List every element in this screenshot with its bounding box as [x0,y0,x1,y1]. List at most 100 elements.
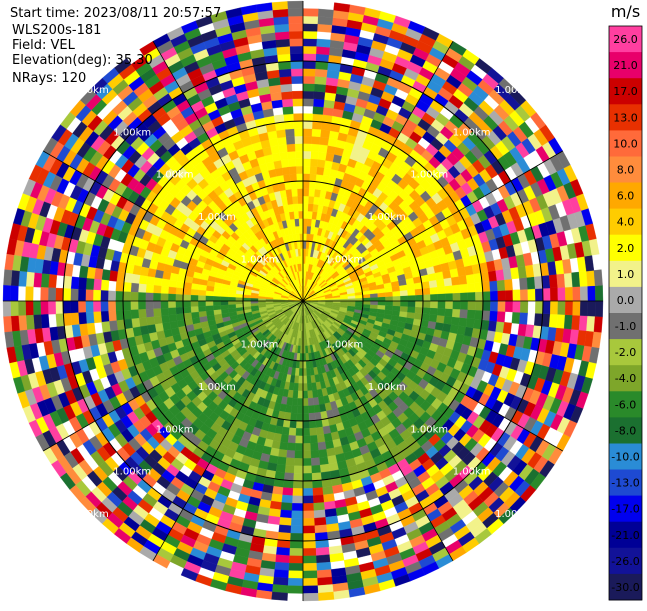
range-gate [131,318,140,328]
range-gate [274,24,289,33]
range-gate [452,285,460,294]
range-gate [176,314,184,321]
range-gate [316,547,330,556]
range-gate [370,305,378,309]
range-gate [290,46,303,54]
range-gate [184,282,192,289]
range-gate [78,312,86,324]
range-gate [278,144,287,152]
range-gate [284,412,291,420]
range-gate [407,312,415,319]
range-gate [475,282,483,292]
range-gate [459,318,468,327]
range-gate [276,39,290,48]
range-gate [78,278,86,290]
range-gate [146,276,154,285]
range-gate [527,277,535,290]
range-gate [86,278,94,290]
range-gate [101,290,109,301]
range-gate [287,1,303,9]
range-gate [277,137,286,146]
range-gate [33,315,42,330]
range-gate [283,488,294,496]
range-gate [146,317,154,326]
range-gate [161,301,169,309]
range-gate [303,563,317,571]
range-gate [101,301,109,312]
range-gate [123,301,131,310]
range-gate [303,61,316,69]
range-gate [123,282,131,292]
range-gate [272,9,288,18]
range-gate [330,553,344,562]
range-gate [303,503,314,511]
range-gate [297,189,303,197]
range-gate [154,278,163,287]
range-gate [221,301,229,305]
range-ring-label: 1.00km [113,127,151,138]
range-gate [228,301,236,305]
range-gate [303,91,314,99]
range-gate [213,296,221,301]
range-gate [303,436,311,444]
range-gate [146,301,154,309]
range-gate [550,288,558,301]
range-gate [283,174,290,182]
range-gate [280,442,289,451]
colorbar-tick-label: 26.0 [613,33,638,46]
range-gate [93,312,101,323]
range-gate [311,151,319,159]
range-gate [275,426,283,435]
range-gate [283,480,293,488]
range-gate [294,473,303,481]
range-gate [138,292,146,301]
range-gate [318,577,333,586]
range-gate [176,294,184,301]
range-gate [276,46,290,55]
range-gate [535,288,543,301]
colorbar-tick-label: 2.0 [617,242,635,255]
range-gate [291,69,303,77]
range-gate [436,279,444,287]
range-gate [314,510,326,518]
range-gate [430,308,438,315]
range-gate [168,301,176,308]
range-gate [276,464,286,473]
range-gate [594,270,603,286]
range-gate [170,273,179,281]
range-gate [138,284,146,293]
range-gate [415,301,423,307]
range-gate [557,314,566,328]
instrument-label: WLS200s-181 [12,23,101,38]
range-gate [475,310,483,320]
range-gate [580,286,588,301]
range-gate [453,293,461,301]
range-gate [580,301,588,316]
range-gate [318,16,333,25]
range-gate [275,31,290,40]
range-gate [565,301,573,315]
range-gate [288,435,296,443]
range-gate [293,114,303,122]
range-gate [131,274,140,284]
range-gate [392,310,400,316]
range-gate [311,443,319,451]
range-gate [355,304,363,308]
range-gate [243,295,251,299]
start-time-label: Start time: 2023/08/11 20:57:57 [10,6,221,21]
range-gate [295,443,303,451]
range-gate [303,31,317,39]
range-gate [437,308,445,316]
range-ring-label: 1.00km [198,212,236,223]
range-gate [513,301,521,312]
range-gate [579,316,588,331]
range-ring-label: 1.00km [453,127,491,138]
range-ring-label: 1.00km [113,467,151,478]
range-gate [313,488,324,496]
range-gate [287,144,296,152]
range-gate [319,449,328,457]
range-gate [110,261,119,272]
range-gate [297,406,303,414]
range-gate [528,289,536,301]
